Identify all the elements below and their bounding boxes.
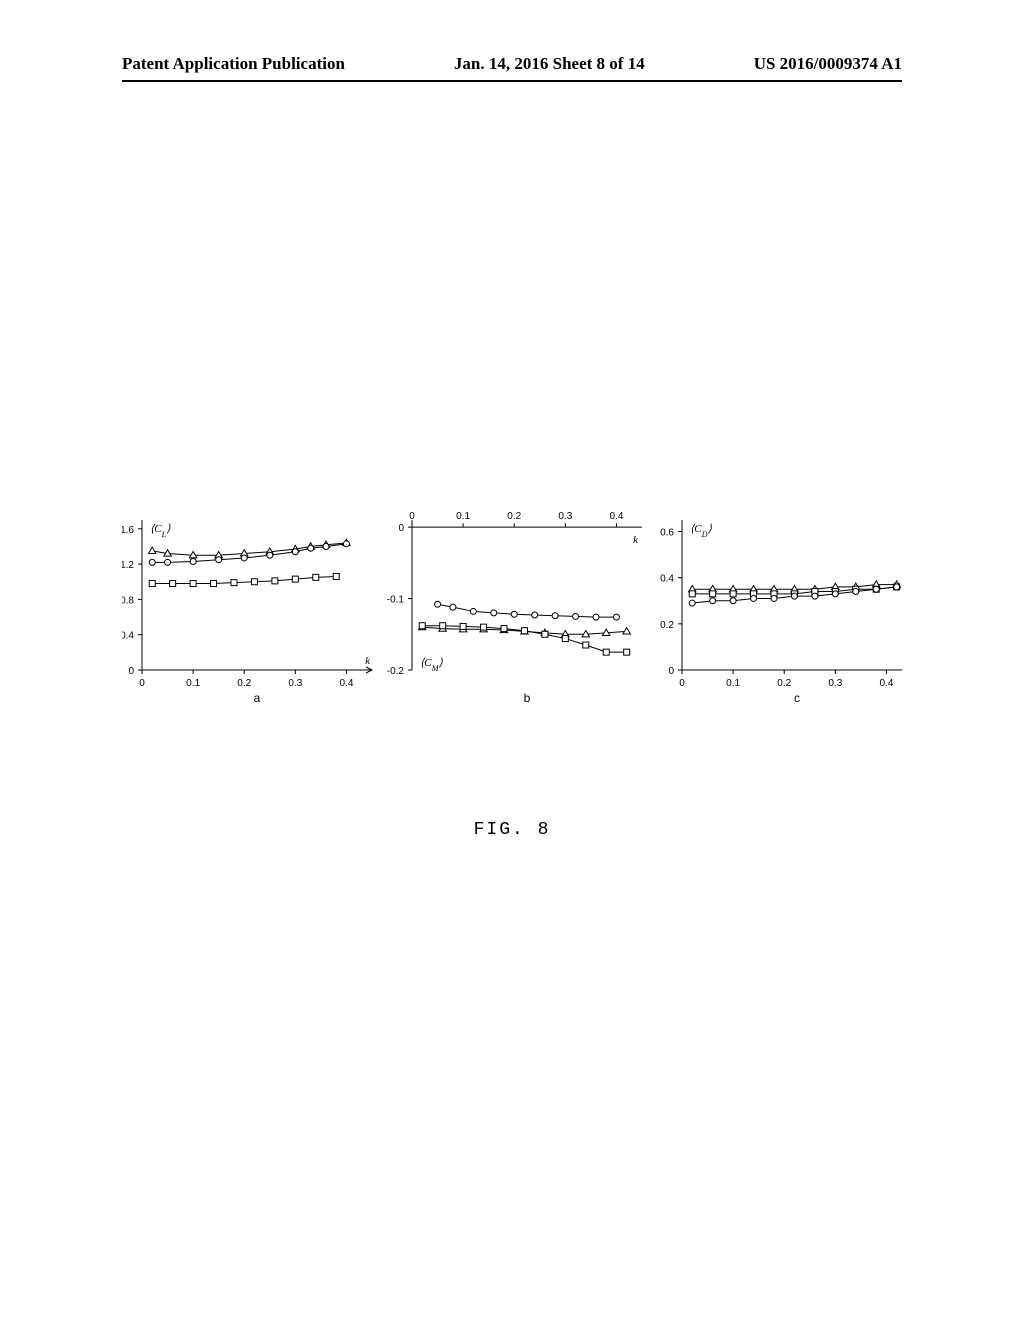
svg-text:0.3: 0.3	[558, 511, 572, 522]
svg-text:0: 0	[398, 523, 404, 534]
svg-text:⟨CL⟩: ⟨CL⟩	[150, 523, 171, 539]
svg-text:a: a	[254, 691, 261, 705]
page-header: Patent Application Publication Jan. 14, …	[0, 54, 1024, 74]
svg-text:0: 0	[409, 511, 415, 522]
figure-area: 0 0.1 0.2 0.3 0.4 0 0.4 0.8 1.2 1.6 k ⟨CL⟩ a 0 0.1 0.2 0…	[122, 500, 902, 720]
svg-text:⟨CM⟩: ⟨CM⟩	[420, 657, 444, 673]
svg-text:0.1: 0.1	[726, 678, 740, 689]
figure-caption: FIG. 8	[0, 820, 1024, 840]
svg-text:0: 0	[128, 666, 134, 677]
svg-text:0: 0	[139, 678, 145, 689]
svg-text:-0.1: -0.1	[387, 595, 405, 606]
svg-text:0.1: 0.1	[186, 678, 200, 689]
svg-text:0: 0	[668, 666, 674, 677]
header-inner: Patent Application Publication Jan. 14, …	[122, 54, 902, 74]
page: Patent Application Publication Jan. 14, …	[0, 0, 1024, 1320]
svg-text:0.4: 0.4	[879, 678, 893, 689]
svg-text:0.2: 0.2	[237, 678, 251, 689]
svg-text:0: 0	[679, 678, 685, 689]
header-rule	[122, 80, 902, 82]
svg-text:0.4: 0.4	[660, 574, 674, 585]
svg-text:k: k	[365, 655, 371, 667]
svg-text:0.4: 0.4	[122, 631, 134, 642]
svg-text:0.2: 0.2	[777, 678, 791, 689]
svg-text:c: c	[794, 691, 800, 705]
svg-text:0.2: 0.2	[660, 620, 674, 631]
svg-text:1.6: 1.6	[122, 525, 134, 536]
svg-text:1.2: 1.2	[122, 560, 134, 571]
figure-svg: 0 0.1 0.2 0.3 0.4 0 0.4 0.8 1.2 1.6 k ⟨CL⟩ a 0 0.1 0.2 0…	[122, 500, 902, 720]
svg-text:k: k	[633, 534, 639, 546]
svg-text:0.1: 0.1	[456, 511, 470, 522]
header-center: Jan. 14, 2016 Sheet 8 of 14	[454, 54, 645, 74]
svg-text:0.4: 0.4	[339, 678, 353, 689]
svg-text:0.2: 0.2	[507, 511, 521, 522]
svg-text:-0.2: -0.2	[387, 666, 405, 677]
svg-text:⟨CD⟩: ⟨CD⟩	[690, 523, 713, 539]
header-left: Patent Application Publication	[122, 54, 345, 74]
svg-text:0.3: 0.3	[288, 678, 302, 689]
svg-text:0.8: 0.8	[122, 595, 134, 606]
svg-text:0.6: 0.6	[660, 528, 674, 539]
header-right: US 2016/0009374 A1	[754, 54, 902, 74]
svg-text:0.4: 0.4	[609, 511, 623, 522]
svg-text:0.3: 0.3	[828, 678, 842, 689]
svg-text:b: b	[524, 691, 531, 705]
